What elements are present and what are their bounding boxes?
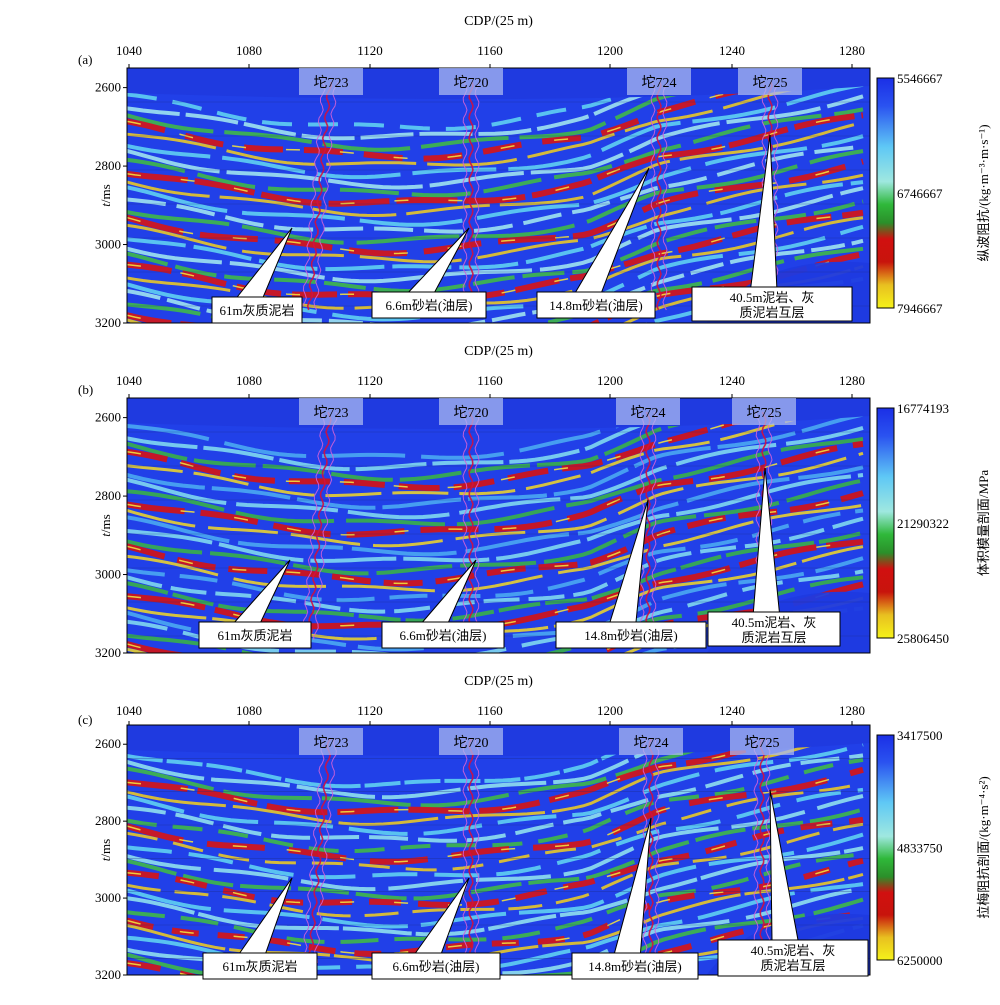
x-tick-label: 1040 bbox=[116, 43, 142, 58]
callout-text: 40.5m泥岩、灰 bbox=[751, 943, 836, 958]
colorbar bbox=[876, 407, 895, 639]
x-tick-label: 1080 bbox=[236, 43, 262, 58]
x-tick-label: 1200 bbox=[597, 703, 623, 718]
callout-text: 40.5m泥岩、灰 bbox=[732, 615, 817, 630]
x-tick-label: 1160 bbox=[477, 373, 503, 388]
y-tick-label: 3200 bbox=[95, 645, 121, 660]
colorbar-label: 纵波阻抗/(kg·m⁻³·m·s⁻¹) bbox=[976, 124, 991, 261]
callout-text: 61m灰质泥岩 bbox=[217, 628, 292, 643]
y-tick-label: 2800 bbox=[95, 488, 121, 503]
colorbar-tick: 25806450 bbox=[897, 631, 949, 646]
callout-text: 61m灰质泥岩 bbox=[219, 303, 294, 318]
well-label: 坨720 bbox=[454, 404, 489, 421]
callout-text: 6.6m砂岩(油层) bbox=[399, 628, 486, 643]
panel-label: (a) bbox=[78, 52, 92, 67]
callout-text: 14.8m砂岩(油层) bbox=[588, 959, 682, 974]
colorbar-tick: 16774193 bbox=[897, 401, 949, 416]
x-tick-label: 1240 bbox=[719, 373, 745, 388]
colorbar-tick: 21290322 bbox=[897, 516, 949, 531]
x-tick-label: 1120 bbox=[357, 703, 383, 718]
callout-text: 6.6m砂岩(油层) bbox=[392, 959, 479, 974]
callout-text: 质泥岩互层 bbox=[739, 305, 804, 320]
colorbar bbox=[876, 734, 895, 961]
well-label: 坨720 bbox=[454, 734, 489, 751]
x-tick-label: 1040 bbox=[116, 703, 142, 718]
y-axis-title: t/ms bbox=[98, 514, 113, 536]
x-tick-label: 1200 bbox=[597, 43, 623, 58]
colorbar-tick: 3417500 bbox=[897, 728, 943, 743]
callout-text: 14.8m砂岩(油层) bbox=[549, 298, 643, 313]
x-tick-label: 1080 bbox=[236, 703, 262, 718]
colorbar-tick: 5546667 bbox=[897, 71, 943, 86]
well-label: 坨724 bbox=[642, 74, 677, 91]
x-tick-label: 1160 bbox=[477, 43, 503, 58]
well-label: 坨723 bbox=[314, 404, 349, 421]
x-axis-title: CDP/(25 m) bbox=[464, 14, 533, 29]
y-tick-label: 3000 bbox=[95, 890, 121, 905]
y-tick-label: 2600 bbox=[95, 736, 121, 751]
colorbar-label: 体积模量剖面/MPa bbox=[976, 470, 991, 576]
x-tick-label: 1240 bbox=[719, 43, 745, 58]
y-axis-title: t/ms bbox=[98, 839, 113, 861]
x-tick-label: 1200 bbox=[597, 373, 623, 388]
well-label: 坨724 bbox=[631, 404, 666, 421]
y-tick-label: 2800 bbox=[95, 813, 121, 828]
well-label: 坨723 bbox=[314, 74, 349, 91]
y-tick-label: 2800 bbox=[95, 158, 121, 173]
x-axis-title: CDP/(25 m) bbox=[464, 344, 533, 359]
colorbar bbox=[876, 77, 895, 309]
callout-text: 61m灰质泥岩 bbox=[222, 959, 297, 974]
callout-text: 14.8m砂岩(油层) bbox=[584, 628, 678, 643]
x-tick-label: 1280 bbox=[839, 373, 865, 388]
y-tick-label: 3200 bbox=[95, 315, 121, 330]
y-tick-label: 3000 bbox=[95, 567, 121, 582]
panel-label: (b) bbox=[78, 382, 93, 397]
x-tick-label: 1080 bbox=[236, 373, 262, 388]
panel-c: (c) CDP/(25 m) 1040 1080 1120 1160 1200 1240 128… bbox=[78, 674, 991, 982]
x-axis-title: CDP/(25 m) bbox=[464, 674, 533, 689]
x-tick-label: 1280 bbox=[839, 703, 865, 718]
colorbar-tick: 6250000 bbox=[897, 953, 943, 968]
well-label: 坨724 bbox=[634, 734, 669, 751]
y-tick-label: 2600 bbox=[95, 410, 121, 425]
well-label: 坨725 bbox=[745, 734, 780, 751]
callout-text: 6.6m砂岩(油层) bbox=[385, 298, 472, 313]
x-tick-label: 1120 bbox=[357, 43, 383, 58]
x-tick-label: 1120 bbox=[357, 373, 383, 388]
panel-b: (b) CDP/(25 m) 1040 1080 1120 1160 1200 1240 128… bbox=[78, 344, 991, 660]
x-tick-label: 1280 bbox=[839, 43, 865, 58]
well-label: 坨723 bbox=[314, 734, 349, 751]
y-tick-label: 2600 bbox=[95, 80, 121, 95]
callout-text: 40.5m泥岩、灰 bbox=[730, 290, 815, 305]
colorbar-tick: 4833750 bbox=[897, 841, 943, 856]
x-tick-label: 1240 bbox=[719, 703, 745, 718]
colorbar-label: 拉梅阻抗剖面/(kg·m⁻⁴·s²) bbox=[976, 776, 991, 918]
y-tick-label: 3000 bbox=[95, 237, 121, 252]
colorbar-tick: 6746667 bbox=[897, 186, 943, 201]
panel-a: (a) CDP/(25 m) 1040 1080 1120 1160 1200 1240 128… bbox=[78, 14, 991, 330]
colorbar-tick: 7946667 bbox=[897, 301, 943, 316]
x-tick-label: 1040 bbox=[116, 373, 142, 388]
y-axis-title: t/ms bbox=[98, 184, 113, 206]
well-label: 坨725 bbox=[747, 404, 782, 421]
seismic-section bbox=[127, 725, 870, 975]
y-tick-label: 3200 bbox=[95, 967, 121, 982]
panel-label: (c) bbox=[78, 712, 92, 727]
callout-text: 质泥岩互层 bbox=[760, 958, 825, 973]
well-label: 坨725 bbox=[753, 74, 788, 91]
x-tick-label: 1160 bbox=[477, 703, 503, 718]
callout-text: 质泥岩互层 bbox=[741, 630, 806, 645]
well-label: 坨720 bbox=[454, 74, 489, 91]
